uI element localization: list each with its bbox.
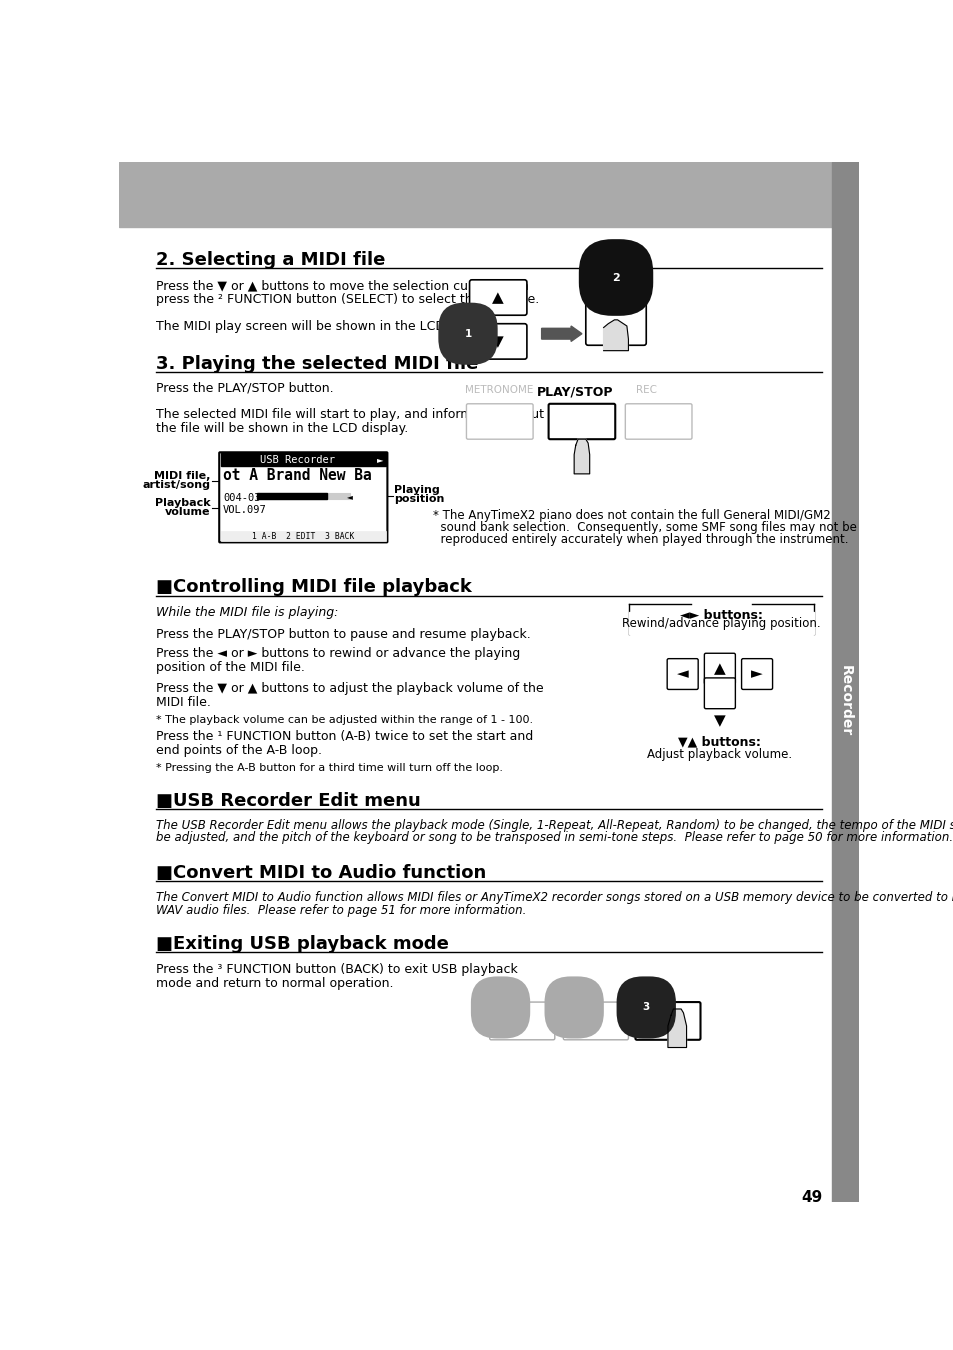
Bar bbox=[220, 531, 385, 541]
Text: 2. Selecting a MIDI file: 2. Selecting a MIDI file bbox=[155, 251, 385, 269]
Bar bbox=[831, 162, 858, 1202]
Text: ot A Brand New Ba: ot A Brand New Ba bbox=[223, 468, 372, 483]
Bar bbox=[629, 613, 813, 634]
Text: Playback: Playback bbox=[155, 498, 211, 508]
Text: Press the PLAY/STOP button.: Press the PLAY/STOP button. bbox=[155, 382, 333, 394]
FancyBboxPatch shape bbox=[703, 678, 735, 709]
Text: Rewind/advance playing position.: Rewind/advance playing position. bbox=[621, 617, 820, 629]
Text: The selected MIDI file will start to play, and information about: The selected MIDI file will start to pla… bbox=[155, 409, 543, 421]
Text: The Convert MIDI to Audio function allows MIDI files or AnyTimeX2 recorder songs: The Convert MIDI to Audio function allow… bbox=[155, 891, 953, 904]
Text: Press the ◄ or ► buttons to rewind or advance the playing: Press the ◄ or ► buttons to rewind or ad… bbox=[155, 647, 519, 660]
Text: position: position bbox=[394, 494, 444, 505]
Text: end points of the A-B loop.: end points of the A-B loop. bbox=[155, 744, 321, 757]
Text: The USB Recorder Edit menu allows the playback mode (Single, 1-Repeat, All-Repea: The USB Recorder Edit menu allows the pl… bbox=[155, 819, 953, 832]
Text: Press the PLAY/STOP button to pause and resume playback.: Press the PLAY/STOP button to pause and … bbox=[155, 628, 530, 641]
Text: ■Controlling MIDI file playback: ■Controlling MIDI file playback bbox=[155, 578, 471, 595]
Text: 1 A-B  2 EDIT  3 BACK: 1 A-B 2 EDIT 3 BACK bbox=[252, 532, 355, 541]
Text: ▲: ▲ bbox=[492, 290, 503, 305]
Bar bbox=[119, 162, 858, 227]
Text: * The AnyTimeX2 piano does not contain the full General MIDI/GM2: * The AnyTimeX2 piano does not contain t… bbox=[433, 509, 830, 521]
FancyBboxPatch shape bbox=[466, 404, 533, 439]
FancyBboxPatch shape bbox=[740, 659, 772, 690]
Text: the file will be shown in the LCD display.: the file will be shown in the LCD displa… bbox=[155, 423, 408, 435]
Text: Playing: Playing bbox=[394, 485, 439, 495]
Text: Press the ³ FUNCTION button (BACK) to exit USB playback: Press the ³ FUNCTION button (BACK) to ex… bbox=[155, 963, 517, 976]
Text: ◄: ◄ bbox=[676, 667, 688, 682]
Text: ▲: ▲ bbox=[713, 662, 725, 676]
Bar bbox=[220, 454, 385, 466]
Text: ■Exiting USB playback mode: ■Exiting USB playback mode bbox=[155, 936, 448, 953]
Text: MIDI file,: MIDI file, bbox=[154, 471, 211, 481]
Text: reproduced entirely accurately when played through the instrument.: reproduced entirely accurately when play… bbox=[433, 533, 848, 547]
FancyBboxPatch shape bbox=[469, 324, 526, 359]
Text: ◄► buttons:: ◄► buttons: bbox=[679, 609, 762, 622]
Text: 49: 49 bbox=[801, 1189, 821, 1206]
Polygon shape bbox=[667, 1008, 686, 1048]
Text: ◄: ◄ bbox=[347, 491, 353, 501]
Text: 004-03: 004-03 bbox=[223, 493, 260, 504]
Text: 1: 1 bbox=[497, 1003, 503, 1012]
Text: 2: 2 bbox=[570, 1003, 578, 1012]
Text: ▼: ▼ bbox=[492, 333, 503, 348]
Bar bbox=[257, 493, 327, 500]
Text: 3. Playing the selected MIDI file: 3. Playing the selected MIDI file bbox=[155, 355, 477, 373]
Text: ■USB Recorder Edit menu: ■USB Recorder Edit menu bbox=[155, 792, 420, 810]
Text: WAV audio files.  Please refer to page 51 for more information.: WAV audio files. Please refer to page 51… bbox=[155, 903, 525, 917]
FancyBboxPatch shape bbox=[562, 1002, 628, 1040]
Text: ▼▲ buttons:: ▼▲ buttons: bbox=[678, 736, 760, 749]
Text: Press the ▼ or ▲ buttons to adjust the playback volume of the: Press the ▼ or ▲ buttons to adjust the p… bbox=[155, 682, 542, 695]
Text: Press the ▼ or ▲ buttons to move the selection cursor, then: Press the ▼ or ▲ buttons to move the sel… bbox=[155, 279, 528, 292]
FancyBboxPatch shape bbox=[666, 659, 698, 690]
Text: * The playback volume can be adjusted within the range of 1 - 100.: * The playback volume can be adjusted wi… bbox=[155, 716, 532, 725]
Polygon shape bbox=[574, 439, 589, 474]
Text: ►: ► bbox=[750, 667, 762, 682]
FancyArrow shape bbox=[541, 325, 581, 342]
FancyBboxPatch shape bbox=[219, 452, 387, 543]
Text: Recorder: Recorder bbox=[838, 666, 852, 737]
Text: USB Recorder: USB Recorder bbox=[259, 455, 335, 464]
Bar bbox=[257, 493, 350, 500]
Text: ►: ► bbox=[376, 455, 383, 464]
Text: * Pressing the A-B button for a third time will turn off the loop.: * Pressing the A-B button for a third ti… bbox=[155, 763, 502, 772]
Text: press the ² FUNCTION button (SELECT) to select the MIDI file.: press the ² FUNCTION button (SELECT) to … bbox=[155, 293, 538, 306]
FancyBboxPatch shape bbox=[624, 404, 691, 439]
Polygon shape bbox=[603, 320, 628, 351]
Text: REC: REC bbox=[635, 385, 656, 396]
Text: While the MIDI file is playing:: While the MIDI file is playing: bbox=[155, 606, 337, 618]
Text: Press the ¹ FUNCTION button (A-B) twice to set the start and: Press the ¹ FUNCTION button (A-B) twice … bbox=[155, 730, 533, 744]
Text: ■Convert MIDI to Audio function: ■Convert MIDI to Audio function bbox=[155, 864, 485, 883]
Text: VOL.097: VOL.097 bbox=[223, 505, 267, 514]
FancyBboxPatch shape bbox=[548, 404, 615, 439]
FancyBboxPatch shape bbox=[635, 1002, 700, 1040]
Text: 1: 1 bbox=[464, 328, 471, 339]
Text: PLAY/STOP: PLAY/STOP bbox=[537, 385, 613, 398]
FancyBboxPatch shape bbox=[703, 653, 735, 684]
FancyBboxPatch shape bbox=[585, 298, 645, 346]
Text: sound bank selection.  Consequently, some SMF song files may not be: sound bank selection. Consequently, some… bbox=[433, 521, 856, 533]
Text: volume: volume bbox=[165, 508, 211, 517]
Text: artist/song: artist/song bbox=[143, 481, 211, 490]
Text: ▼: ▼ bbox=[713, 714, 725, 729]
Text: be adjusted, and the pitch of the keyboard or song to be transposed in semi-tone: be adjusted, and the pitch of the keyboa… bbox=[155, 832, 952, 844]
Text: position of the MIDI file.: position of the MIDI file. bbox=[155, 662, 304, 674]
FancyBboxPatch shape bbox=[489, 1002, 555, 1040]
Text: Adjust playback volume.: Adjust playback volume. bbox=[647, 748, 792, 761]
Text: 2: 2 bbox=[612, 273, 619, 282]
Text: MIDI file.: MIDI file. bbox=[155, 695, 211, 709]
FancyBboxPatch shape bbox=[469, 279, 526, 316]
Text: METRONOME: METRONOME bbox=[464, 385, 533, 396]
Text: The MIDI play screen will be shown in the LCD display.: The MIDI play screen will be shown in th… bbox=[155, 320, 495, 333]
Text: mode and return to normal operation.: mode and return to normal operation. bbox=[155, 976, 393, 990]
Text: 3: 3 bbox=[642, 1003, 649, 1012]
